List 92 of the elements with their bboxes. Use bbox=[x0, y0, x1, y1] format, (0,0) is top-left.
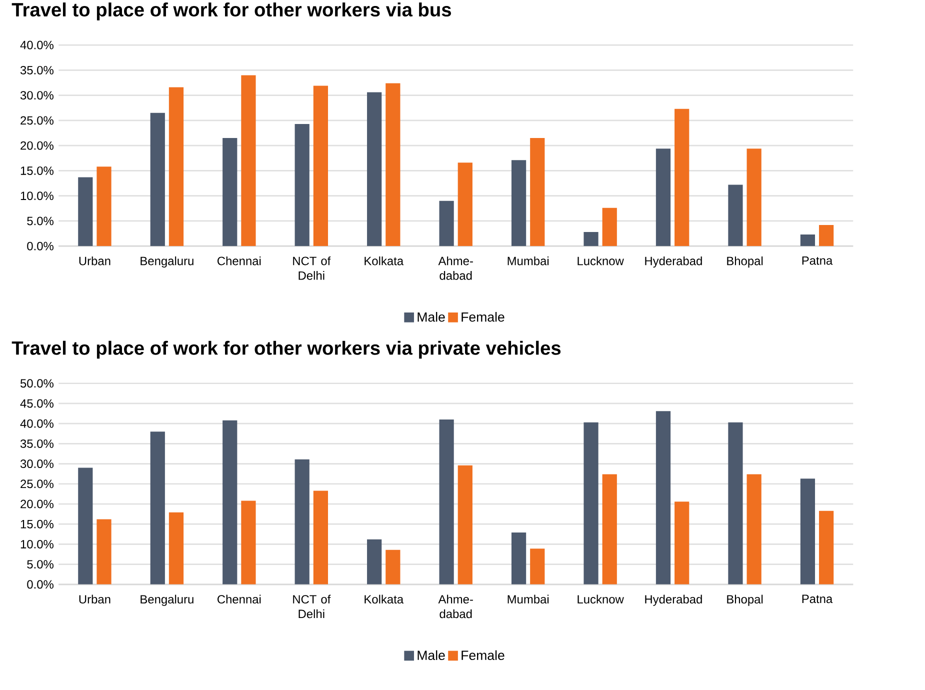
legend-label: Female bbox=[462, 312, 504, 322]
bar bbox=[602, 208, 617, 246]
bar bbox=[458, 465, 472, 584]
bar bbox=[294, 124, 310, 246]
y-tick-label: 15.0% bbox=[20, 520, 54, 528]
y-tick-label: 45.0% bbox=[20, 399, 54, 408]
y-tick-label: 25.0% bbox=[20, 116, 54, 125]
y-tick-label: 15.0% bbox=[20, 166, 54, 175]
y-tick-label: 30.0% bbox=[20, 459, 54, 468]
y-tick-label: 10.0% bbox=[20, 540, 54, 548]
bar bbox=[511, 160, 526, 246]
bar bbox=[746, 474, 762, 584]
bar bbox=[439, 200, 454, 246]
bar bbox=[386, 550, 400, 584]
bar bbox=[150, 112, 165, 246]
bar bbox=[674, 501, 690, 584]
bar bbox=[584, 422, 598, 584]
chart-title: Travel to place of work for other workers via private vehicles bbox=[12, 340, 561, 359]
bar bbox=[168, 87, 184, 246]
bar bbox=[530, 138, 545, 246]
bar bbox=[241, 500, 256, 584]
bar bbox=[222, 138, 238, 246]
bar bbox=[439, 419, 454, 584]
y-tick-label: 5.0% bbox=[27, 560, 54, 568]
bar bbox=[241, 75, 256, 246]
bar bbox=[367, 539, 382, 584]
bar bbox=[800, 478, 816, 584]
x-tick-label: Kolkata bbox=[364, 256, 404, 266]
y-tick-label: 10.0% bbox=[20, 191, 54, 200]
y-tick-label: 30.0% bbox=[20, 90, 54, 100]
bar bbox=[150, 431, 165, 584]
x-tick-label: NCT of Delhi bbox=[293, 594, 331, 618]
bar bbox=[602, 474, 617, 584]
y-tick-label: 5.0% bbox=[27, 216, 54, 226]
bar bbox=[96, 166, 112, 246]
x-tick-label: Bengaluru bbox=[140, 594, 194, 606]
bar bbox=[656, 148, 671, 246]
y-tick-label: 35.0% bbox=[20, 439, 54, 448]
bar bbox=[78, 177, 93, 246]
bar bbox=[511, 532, 526, 584]
bar bbox=[96, 519, 112, 584]
bar bbox=[313, 490, 328, 584]
x-tick-label: Lucknow bbox=[578, 256, 624, 266]
bar bbox=[78, 468, 93, 584]
x-tick-label: Patna bbox=[802, 256, 833, 265]
chart-title: Travel to place of work for other workers via bus bbox=[12, 2, 451, 20]
x-tick-label: Urban bbox=[79, 256, 110, 266]
legend-label: Male bbox=[418, 650, 445, 660]
bar bbox=[367, 92, 382, 246]
bar bbox=[386, 83, 400, 246]
x-tick-label: Mumbai bbox=[508, 256, 549, 266]
y-tick-label: 20.0% bbox=[20, 141, 54, 150]
x-tick-label: Chennai bbox=[218, 594, 261, 604]
x-tick-label: Ahme-dabad bbox=[438, 256, 473, 280]
legend-label: Female bbox=[462, 650, 504, 660]
bar bbox=[530, 548, 545, 584]
bar bbox=[728, 422, 743, 584]
bar bbox=[674, 108, 690, 246]
y-tick-label: 35.0% bbox=[20, 66, 54, 74]
y-tick-label: 0.0% bbox=[27, 242, 54, 250]
y-tick-label: 20.0% bbox=[20, 500, 54, 508]
bar bbox=[746, 148, 762, 246]
x-tick-label: Mumbai bbox=[508, 594, 549, 604]
bar bbox=[818, 510, 834, 584]
x-tick-label: Lucknow bbox=[578, 594, 624, 604]
y-tick-label: 50.0% bbox=[20, 379, 54, 388]
x-tick-label: Ahme-dabad bbox=[438, 594, 473, 618]
bar bbox=[818, 224, 834, 246]
bar bbox=[728, 184, 743, 246]
y-tick-label: 40.0% bbox=[20, 40, 54, 50]
y-tick-label: 40.0% bbox=[20, 419, 54, 428]
x-tick-label: Chennai bbox=[218, 256, 261, 266]
bar bbox=[222, 420, 238, 584]
x-tick-label: Bengaluru bbox=[140, 256, 194, 268]
bar bbox=[294, 459, 310, 584]
x-tick-label: Patna bbox=[802, 594, 833, 603]
x-tick-label: Bhopal bbox=[727, 594, 763, 606]
x-tick-label: NCT of Delhi bbox=[293, 256, 331, 280]
bar bbox=[800, 234, 816, 246]
x-tick-label: Kolkata bbox=[364, 594, 404, 604]
legend-label: Male bbox=[418, 312, 445, 322]
bar bbox=[458, 162, 472, 246]
x-tick-label: Hyderabad bbox=[645, 256, 702, 268]
bar bbox=[656, 410, 671, 584]
x-tick-label: Hyderabad bbox=[645, 594, 702, 606]
bar bbox=[584, 232, 598, 246]
bar bbox=[168, 512, 184, 584]
bar bbox=[313, 86, 328, 246]
y-tick-label: 0.0% bbox=[27, 580, 54, 589]
y-tick-label: 25.0% bbox=[20, 480, 54, 488]
x-tick-label: Urban bbox=[79, 594, 110, 604]
x-tick-label: Bhopal bbox=[727, 256, 763, 268]
